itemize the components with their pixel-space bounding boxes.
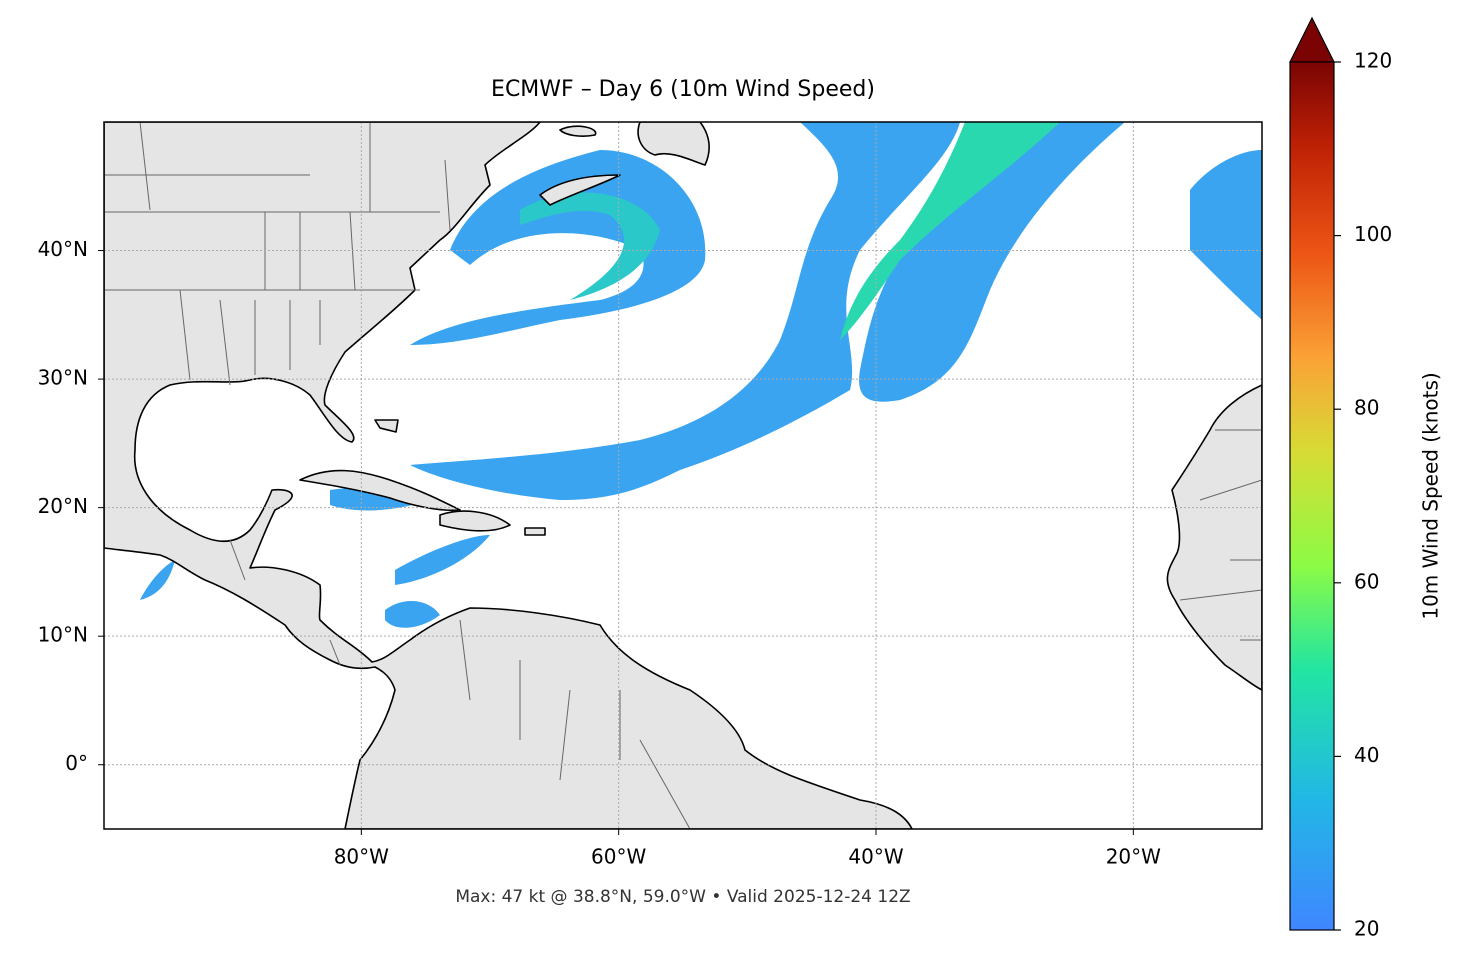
colorbar-label: 10m Wind Speed (knots): [1419, 372, 1443, 619]
americas: [104, 122, 913, 829]
lon-tick-label: 20°W: [1106, 845, 1161, 869]
footer-note: Max: 47 kt @ 38.8°N, 59.0°W • Valid 2025…: [455, 887, 910, 907]
map: [104, 122, 1262, 829]
africa: [1166, 384, 1262, 691]
lon-tick-label: 60°W: [591, 845, 646, 869]
colorbar-extend: [1289, 16, 1335, 63]
graticule: [104, 122, 1262, 829]
wind-field: [140, 122, 1262, 628]
colorbar-tick-label: 80: [1354, 396, 1379, 420]
lat-tick-label: 10°N: [38, 623, 88, 647]
atlantic-canada: [539, 122, 710, 206]
lat-tick-label: 0°: [65, 751, 88, 775]
map-title: ECMWF – Day 6 (10m Wind Speed): [491, 77, 875, 102]
lat-tick-label: 30°N: [38, 366, 88, 390]
colorbar-tick-label: 120: [1354, 49, 1392, 73]
lat-tick-label: 40°N: [38, 237, 88, 261]
lon-tick-label: 80°W: [334, 845, 389, 869]
colorbar-tick-label: 60: [1354, 569, 1379, 593]
colorbar: 10m Wind Speed (knots): [1289, 16, 1443, 931]
colorbar-tick-label: 20: [1354, 917, 1379, 941]
caribbean-islands: [299, 419, 546, 536]
lon-tick-label: 40°W: [848, 845, 903, 869]
colorbar-bar: [1289, 61, 1335, 931]
colorbar-tick-label: 40: [1354, 743, 1379, 767]
lat-tick-label: 20°N: [38, 494, 88, 518]
colorbar-tick-label: 100: [1354, 222, 1392, 246]
map-frame: [103, 121, 1263, 830]
